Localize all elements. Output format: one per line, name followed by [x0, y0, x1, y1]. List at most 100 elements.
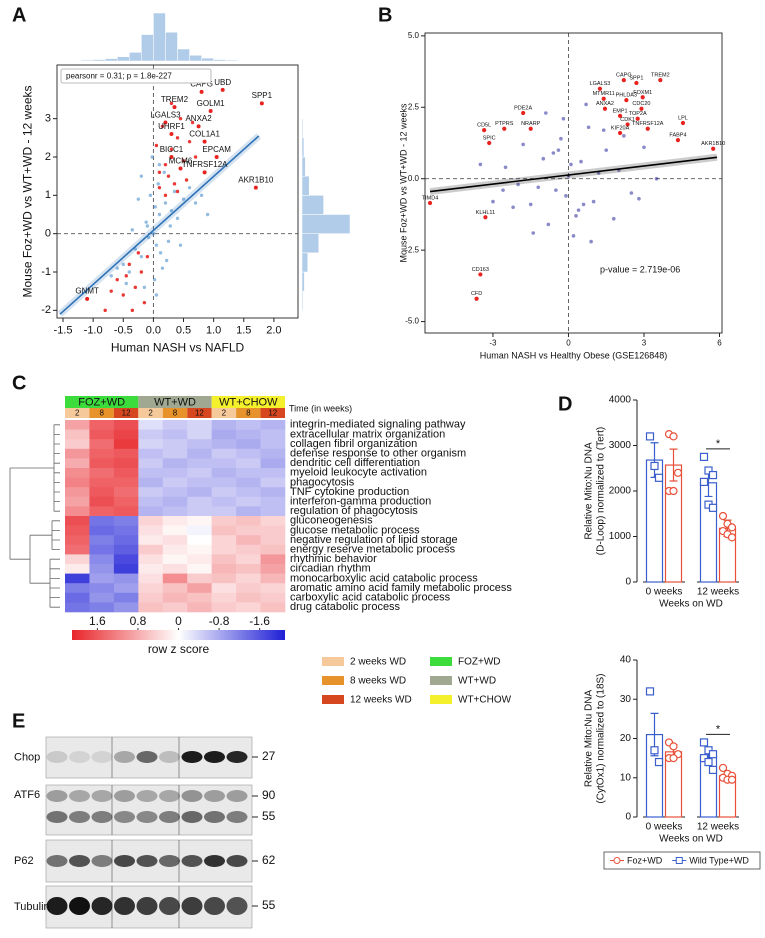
- blot-band: [91, 855, 113, 867]
- plot-frame: [424, 32, 723, 334]
- labeled-point: [196, 124, 201, 129]
- legend-label: WT+WD: [458, 676, 496, 687]
- time-header: [113, 408, 139, 418]
- heat-cell: [187, 602, 212, 613]
- heat-cell: [65, 535, 90, 546]
- data-point: [554, 188, 558, 192]
- blot-band: [46, 855, 68, 867]
- fit-line: [59, 135, 260, 315]
- time-header: [211, 408, 237, 418]
- blot-band: [114, 811, 135, 823]
- data-point: [178, 116, 183, 121]
- labeled-point: [482, 128, 487, 133]
- blot-band: [91, 790, 113, 802]
- row-label: extracellular matrix organization: [290, 428, 445, 440]
- data-point: [157, 212, 162, 217]
- data-point: [544, 111, 548, 115]
- blot-band: [159, 751, 180, 763]
- data-point: [556, 148, 561, 152]
- heat-cell: [65, 477, 90, 488]
- labeled-point: [521, 110, 526, 116]
- heat-cell: [211, 477, 237, 488]
- blot-band: [46, 751, 68, 763]
- data-point: [604, 148, 609, 152]
- heat-cell: [65, 487, 90, 498]
- legend-marker: [675, 857, 683, 864]
- data-point: [154, 243, 159, 247]
- heat-cell: [89, 564, 115, 574]
- heat-cell: [260, 544, 286, 555]
- blot-row-label: Tubulin: [14, 901, 50, 913]
- time-header-label: 2: [148, 409, 153, 418]
- heat-cell: [89, 448, 115, 459]
- heat-cell: [187, 554, 212, 565]
- heat-cell: [162, 535, 188, 546]
- data-point: [136, 197, 141, 201]
- time-header-label: 8: [173, 409, 178, 418]
- heat-cell: [65, 468, 90, 478]
- heat-cell: [260, 506, 286, 517]
- x-tick-label: 1.0: [206, 325, 221, 337]
- heat-cell: [162, 525, 188, 536]
- point-label: TOP2A: [629, 111, 647, 117]
- time-header: [65, 408, 90, 418]
- data-point: [160, 266, 165, 270]
- point-label: PTPRS: [495, 121, 514, 127]
- data-point: [124, 274, 128, 278]
- heat-cell: [236, 496, 261, 507]
- heat-cell: [162, 573, 188, 584]
- data-point: [124, 281, 128, 286]
- y-tick-label: 40: [620, 655, 632, 666]
- heat-cell: [187, 429, 212, 440]
- heat-cell: [65, 448, 90, 459]
- heat-cell: [211, 468, 237, 478]
- heat-cell: [260, 429, 286, 440]
- data-point: [528, 202, 533, 207]
- blot-band: [204, 897, 225, 915]
- heat-cell: [260, 583, 286, 594]
- data-point: [704, 757, 713, 767]
- x-axis-label: Weeks on WD: [659, 599, 723, 610]
- heat-cell: [187, 458, 212, 469]
- data-point: [166, 239, 171, 244]
- labeled-point: [220, 87, 225, 92]
- blot-band: [114, 790, 135, 802]
- heat-cell: [236, 525, 261, 536]
- data-point: [139, 174, 144, 178]
- y-tick-label: 0: [625, 812, 631, 823]
- heat-cell: [65, 506, 90, 517]
- heat-cell: [138, 573, 164, 584]
- legend-swatch: [322, 676, 344, 685]
- heat-cell: [211, 554, 237, 565]
- histogram-bar: [301, 252, 309, 273]
- heat-cell: [260, 477, 286, 488]
- heat-cell: [138, 439, 164, 450]
- data-point: [629, 191, 634, 195]
- heat-cell: [260, 420, 286, 430]
- heat-cell: [211, 544, 237, 555]
- data-point: [157, 170, 162, 175]
- heat-cell: [211, 439, 237, 450]
- data-point: [158, 251, 163, 255]
- data-point: [169, 147, 174, 152]
- heat-cell: [113, 535, 139, 546]
- data-point: [727, 775, 737, 784]
- row-label: rhythmic behavior: [290, 553, 377, 565]
- heat-cell: [89, 525, 115, 536]
- legend-label: 8 weeks WD: [350, 676, 406, 687]
- legend-label: WT+CHOW: [458, 695, 512, 706]
- heat-cell: [260, 487, 286, 498]
- heat-cell: [211, 516, 237, 526]
- point-label: NRARP: [521, 121, 541, 127]
- data-point: [190, 120, 195, 125]
- data-point: [551, 151, 556, 155]
- x-tick-label: 0.0: [146, 325, 161, 337]
- labeled-point: [617, 113, 623, 118]
- labeled-point: [675, 138, 681, 143]
- data-point: [121, 262, 125, 267]
- data-point: [708, 750, 718, 759]
- heat-cell: [236, 573, 261, 584]
- y-tick-label: 2000: [609, 486, 632, 497]
- heat-cell: [260, 458, 286, 469]
- significance-label: *: [716, 438, 721, 450]
